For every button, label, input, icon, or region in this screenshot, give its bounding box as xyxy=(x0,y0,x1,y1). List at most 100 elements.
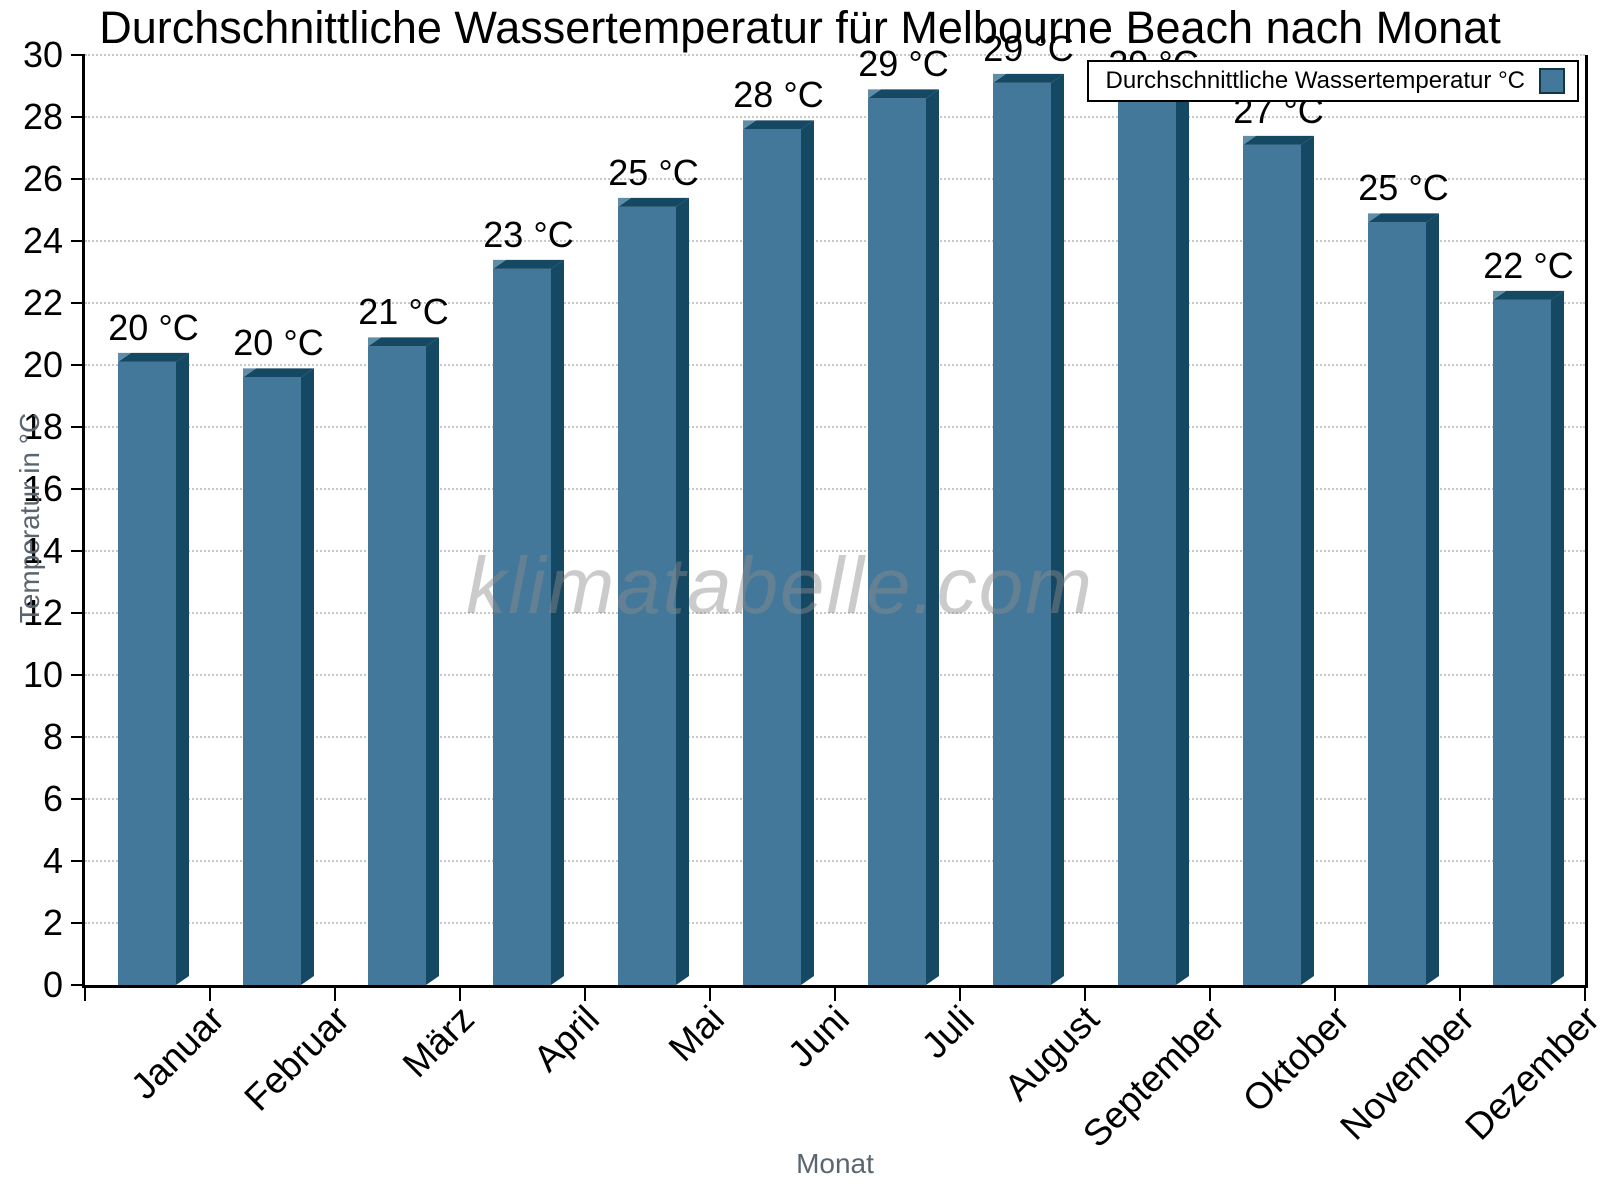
y-tick xyxy=(71,54,85,56)
legend-swatch-icon xyxy=(1539,68,1565,94)
y-axis-line xyxy=(82,55,85,988)
x-tick xyxy=(584,988,586,1001)
x-tick xyxy=(1334,988,1336,1001)
y-tick-label: 8 xyxy=(42,716,63,757)
y-tick-label: 16 xyxy=(22,468,63,509)
y-tick xyxy=(71,178,85,180)
month-label: Februar xyxy=(235,998,357,1119)
x-tick xyxy=(84,988,86,1001)
bar-3d-segment xyxy=(1243,144,1301,985)
bar-3d-segment xyxy=(118,352,131,362)
bar-3d-segment xyxy=(368,346,426,985)
bar-3d-segment xyxy=(1301,135,1314,985)
bar-3d-segment xyxy=(743,120,814,130)
bar-3d-segment xyxy=(993,73,1064,83)
gridline xyxy=(85,178,1585,180)
gridline xyxy=(85,54,1585,56)
bar-3d-segment xyxy=(551,259,564,985)
plot-right-border xyxy=(1585,55,1588,988)
y-tick-label: 22 xyxy=(22,282,63,323)
bar-3d-segment xyxy=(1051,73,1064,985)
month-label: Januar xyxy=(122,998,232,1107)
bar-3d-segment xyxy=(493,259,564,269)
x-tick xyxy=(834,988,836,1001)
y-tick-label: 10 xyxy=(22,654,63,695)
gridline xyxy=(85,798,1585,800)
bar-3d-segment xyxy=(1426,213,1439,985)
month-label: Dezember xyxy=(1456,998,1600,1148)
y-tick xyxy=(71,550,85,552)
gridline xyxy=(85,364,1585,366)
y-tick xyxy=(71,922,85,924)
plot-area xyxy=(85,54,1585,985)
y-tick-label: 6 xyxy=(42,778,63,819)
x-tick xyxy=(1209,988,1211,1001)
month-label: August xyxy=(996,998,1107,1109)
bar-3d-segment xyxy=(1118,98,1176,985)
bar-3d-segment xyxy=(926,89,939,985)
bars-layer xyxy=(118,73,1564,985)
bar-value-label: 23 °C xyxy=(483,213,574,255)
bar-3d-segment xyxy=(1368,213,1439,223)
bar-3d-segment xyxy=(1493,290,1564,300)
x-tick xyxy=(334,988,336,1001)
y-tick-label: 24 xyxy=(22,220,63,261)
bar-3d-segment xyxy=(618,206,676,985)
month-label: Oktober xyxy=(1234,998,1357,1121)
bar-value-label: 25 °C xyxy=(608,151,699,193)
bar-3d-segment xyxy=(1368,213,1381,223)
gridline xyxy=(85,860,1585,862)
y-tick xyxy=(71,302,85,304)
bar-value-label: 22 °C xyxy=(1483,244,1574,286)
gridline xyxy=(85,488,1585,490)
month-label: Mai xyxy=(660,998,732,1070)
bar-3d-segment xyxy=(868,89,881,99)
gridline xyxy=(85,922,1585,924)
bar-3d-segment xyxy=(1551,290,1564,985)
bar-3d-segment xyxy=(118,361,176,985)
bar-3d-segment xyxy=(618,197,689,207)
y-tick-label: 4 xyxy=(42,840,63,881)
y-tick-label: 18 xyxy=(22,406,63,447)
y-tick xyxy=(71,798,85,800)
y-tick xyxy=(71,984,85,986)
y-tick-label: 30 xyxy=(22,34,63,75)
y-tick-label: 0 xyxy=(42,964,63,1005)
bar-3d-segment xyxy=(368,337,439,347)
x-tick xyxy=(709,988,711,1001)
month-label: März xyxy=(394,998,482,1086)
x-tick xyxy=(1459,988,1461,1001)
gridline xyxy=(85,240,1585,242)
month-label: Juli xyxy=(913,998,982,1067)
bar-3d-segment xyxy=(618,197,631,207)
y-tick xyxy=(71,240,85,242)
y-tick xyxy=(71,364,85,366)
bar-3d-segment xyxy=(426,337,439,985)
bar-3d-segment xyxy=(176,352,189,985)
y-tick xyxy=(71,860,85,862)
y-tick-label: 26 xyxy=(22,158,63,199)
bar-3d-segment xyxy=(743,129,801,985)
y-tick-label: 14 xyxy=(22,530,63,571)
y-tick xyxy=(71,736,85,738)
x-tick xyxy=(209,988,211,1001)
y-tick xyxy=(71,612,85,614)
month-label: April xyxy=(525,998,607,1080)
bar-value-label: 29 °C xyxy=(858,43,949,85)
y-tick xyxy=(71,426,85,428)
bar-value-label: 25 °C xyxy=(1358,167,1449,209)
y-axis-title: Temperatur in °C xyxy=(14,412,45,624)
gridline xyxy=(85,426,1585,428)
y-tick-label: 28 xyxy=(22,96,63,137)
bar-3d-segment xyxy=(1493,299,1551,985)
x-tick xyxy=(959,988,961,1001)
gridline xyxy=(85,302,1585,304)
x-tick xyxy=(1084,988,1086,1001)
legend-box: Durchschnittliche Wassertemperatur °C xyxy=(1087,60,1579,102)
x-axis-title: Monat xyxy=(796,1148,874,1179)
bar-value-label: 21 °C xyxy=(358,291,449,333)
bar-value-label: 28 °C xyxy=(733,74,824,116)
bar-3d-segment xyxy=(1243,135,1314,145)
bar-3d-segment xyxy=(868,89,939,99)
bar-3d-segment xyxy=(493,259,506,269)
